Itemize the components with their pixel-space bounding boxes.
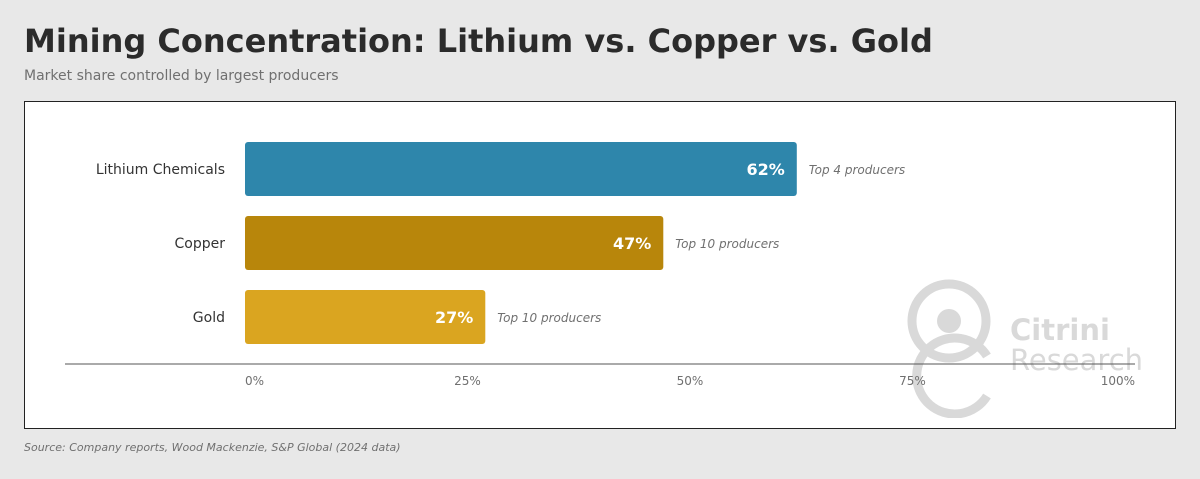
- bar-value-label: 27%: [435, 308, 473, 327]
- category-label: Lithium Chemicals: [96, 162, 225, 178]
- x-tick-label: 100%: [1101, 374, 1135, 388]
- x-tick-label: 75%: [899, 374, 926, 388]
- x-tick-label: 25%: [454, 374, 481, 388]
- bar-value-label: 62%: [747, 160, 785, 179]
- watermark-ring-lower: [912, 333, 991, 418]
- bar-annotation: Top 10 producers: [675, 237, 779, 251]
- citrini-research-watermark: Citrini Research: [907, 279, 1143, 418]
- x-tick-label: 0%: [245, 374, 264, 388]
- x-tick-label: 50%: [677, 374, 704, 388]
- category-label: Copper: [175, 236, 226, 252]
- watermark-line1: Citrini: [1010, 313, 1110, 347]
- category-label: Gold: [193, 310, 225, 326]
- watermark-ring-upper: [907, 279, 991, 363]
- source-note: Source: Company reports, Wood Mackenzie,…: [24, 441, 401, 454]
- bar-value-label: 47%: [613, 234, 651, 253]
- bar-annotation: Top 4 producers: [809, 163, 905, 177]
- bar: [245, 216, 664, 270]
- chart-subtitle: Market share controlled by largest produ…: [24, 68, 339, 84]
- watermark-line2: Research: [1010, 343, 1143, 377]
- bar: [245, 290, 486, 344]
- bar-chart: Lithium Chemicals 62% Top 4 producers Coppe…: [65, 142, 1135, 388]
- watermark-dot: [937, 309, 961, 333]
- chart-panel: Citrini Research Lithium Chemicals 62% Top…: [24, 101, 1176, 429]
- bar: [245, 142, 797, 196]
- chart-title: Mining Concentration: Lithium vs. Copper…: [24, 22, 933, 60]
- bar-annotation: Top 10 producers: [497, 311, 601, 325]
